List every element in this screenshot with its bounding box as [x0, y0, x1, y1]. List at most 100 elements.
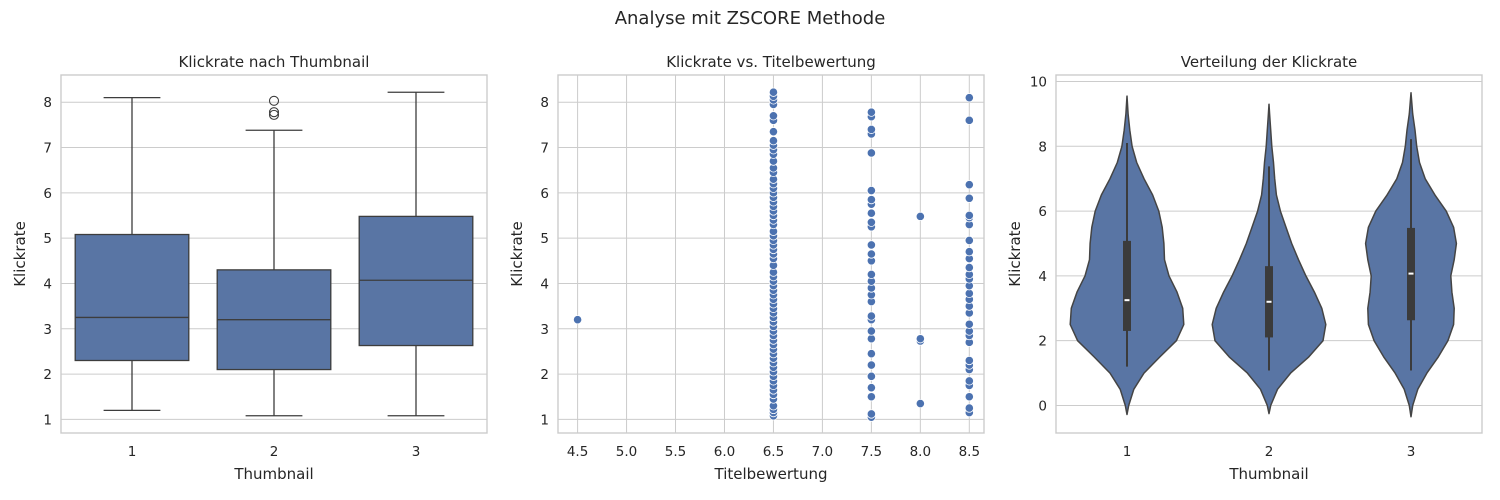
y-axis-label: Klickrate — [1006, 221, 1024, 287]
scatter-point — [964, 319, 974, 329]
scatter-point — [866, 392, 876, 402]
scatter-point — [768, 136, 779, 146]
x-tick-label: 2 — [270, 444, 279, 460]
y-tick-label: 8 — [1038, 139, 1047, 155]
scatter-point — [964, 392, 974, 402]
x-tick-label: 1 — [1123, 444, 1132, 460]
box-iqr — [358, 215, 474, 347]
x-tick-label: 5.0 — [616, 444, 637, 460]
y-tick-label: 2 — [43, 367, 52, 383]
scatter-point — [866, 269, 876, 279]
y-tick-label: 1 — [540, 412, 549, 428]
scatter-point — [915, 334, 925, 344]
y-tick-label: 5 — [43, 231, 52, 247]
scatter-point — [866, 249, 876, 259]
scatter-point — [964, 355, 974, 366]
scatter-point — [964, 376, 974, 386]
scatter-point — [964, 262, 974, 273]
scatter-point — [915, 211, 925, 221]
y-tick-label: 2 — [540, 367, 549, 383]
scatter-point — [572, 315, 583, 325]
x-axis-label: Titelbewertung — [714, 465, 828, 483]
y-tick-label: 2 — [1038, 334, 1047, 350]
box-outlier — [268, 95, 280, 106]
scatter-point — [866, 409, 876, 419]
y-tick-label: 4 — [1038, 269, 1047, 285]
x-tick-label: 6.5 — [763, 444, 784, 460]
scatter-point — [866, 371, 876, 381]
y-tick-label: 8 — [540, 95, 549, 111]
scatter-point — [866, 185, 876, 196]
y-tick-label: 6 — [43, 186, 52, 202]
scatter-point — [964, 403, 974, 413]
x-tick-label: 2 — [1265, 444, 1274, 460]
y-tick-label: 7 — [540, 141, 549, 157]
scatter-point — [964, 115, 974, 125]
scatter-point — [866, 148, 876, 158]
x-tick-label: 8.0 — [910, 444, 931, 460]
scatter-point — [866, 107, 876, 117]
violin-iqr-bar — [1123, 240, 1131, 331]
y-tick-label: 6 — [1038, 204, 1047, 220]
scatter-point — [866, 326, 876, 336]
scatter-point — [866, 240, 876, 250]
y-tick-label: 10 — [1030, 74, 1047, 90]
scatter-point — [866, 124, 876, 134]
scatter-point — [866, 334, 876, 344]
x-axis-label: Thumbnail — [233, 465, 313, 483]
y-tick-label: 1 — [43, 412, 52, 428]
x-tick-label: 3 — [1407, 444, 1416, 460]
panel-title: Verteilung der Klickrate — [1181, 53, 1358, 71]
plot-frame — [557, 74, 985, 434]
y-tick-label: 4 — [43, 276, 52, 292]
scatter-point — [964, 288, 974, 299]
y-tick-label: 3 — [43, 322, 52, 338]
scatter-point — [964, 93, 974, 103]
scatter-point — [866, 349, 876, 359]
y-tick-label: 3 — [540, 322, 549, 338]
box-outlier — [268, 107, 280, 118]
x-tick-label: 7.0 — [812, 444, 833, 460]
scatter-point — [866, 360, 876, 370]
x-tick-label: 1 — [128, 444, 137, 460]
scatter-point — [866, 383, 876, 393]
x-tick-label: 5.5 — [665, 444, 686, 460]
box-plot-panel: 1 2 3 4 5 6 7 8 Klickrate nach Thumbnail Thumbnai… — [11, 53, 488, 483]
figure-suptitle: Analyse mit ZSCORE Methode — [615, 8, 886, 29]
panel-title: Klickrate vs. Titelbewertung — [666, 53, 876, 71]
plot-frame — [60, 74, 488, 434]
y-tick-label: 7 — [43, 141, 52, 157]
scatter-point — [866, 195, 876, 205]
x-tick-label: 6.0 — [714, 444, 735, 460]
box-outlier — [268, 109, 280, 120]
scatter-point — [915, 398, 925, 409]
scatter-point — [964, 235, 974, 246]
y-tick-label: 8 — [43, 95, 52, 111]
panel-title: Klickrate nach Thumbnail — [179, 53, 370, 71]
scatter-point — [866, 208, 876, 218]
scatter-point — [866, 217, 876, 227]
x-tick-label: 3 — [412, 444, 421, 460]
box-iqr — [74, 233, 190, 362]
scatter-point — [768, 87, 779, 97]
scatter-point — [964, 193, 974, 203]
scatter-point — [964, 247, 974, 257]
plot-frame — [1055, 74, 1483, 434]
y-axis-label: Klickrate — [11, 221, 29, 287]
scatter-point — [768, 127, 779, 137]
y-tick-label: 5 — [540, 231, 549, 247]
scatter-point — [768, 111, 779, 121]
y-axis-label: Klickrate — [508, 221, 526, 287]
y-tick-label: 6 — [540, 186, 549, 202]
y-tick-label: 0 — [1038, 398, 1047, 414]
scatter-point — [964, 180, 974, 190]
x-tick-label: 7.5 — [861, 444, 882, 460]
scatter-point — [964, 210, 974, 221]
x-axis-label: Thumbnail — [1228, 465, 1308, 483]
y-tick-label: 4 — [540, 276, 549, 292]
scatter-plot-panel: 4.5 5.0 5.5 6.0 6.5 7.0 7.5 8.0 8.5 1 2 3 4 5 6 7 8 Klick… — [508, 53, 985, 483]
x-tick-label: 8.5 — [959, 444, 980, 460]
violin-plot-panel: 0 2 4 6 8 10 Verteilung der Klickrate Thumbnail… — [1006, 53, 1483, 483]
scatter-point — [866, 311, 876, 321]
x-tick-label: 4.5 — [567, 444, 588, 460]
